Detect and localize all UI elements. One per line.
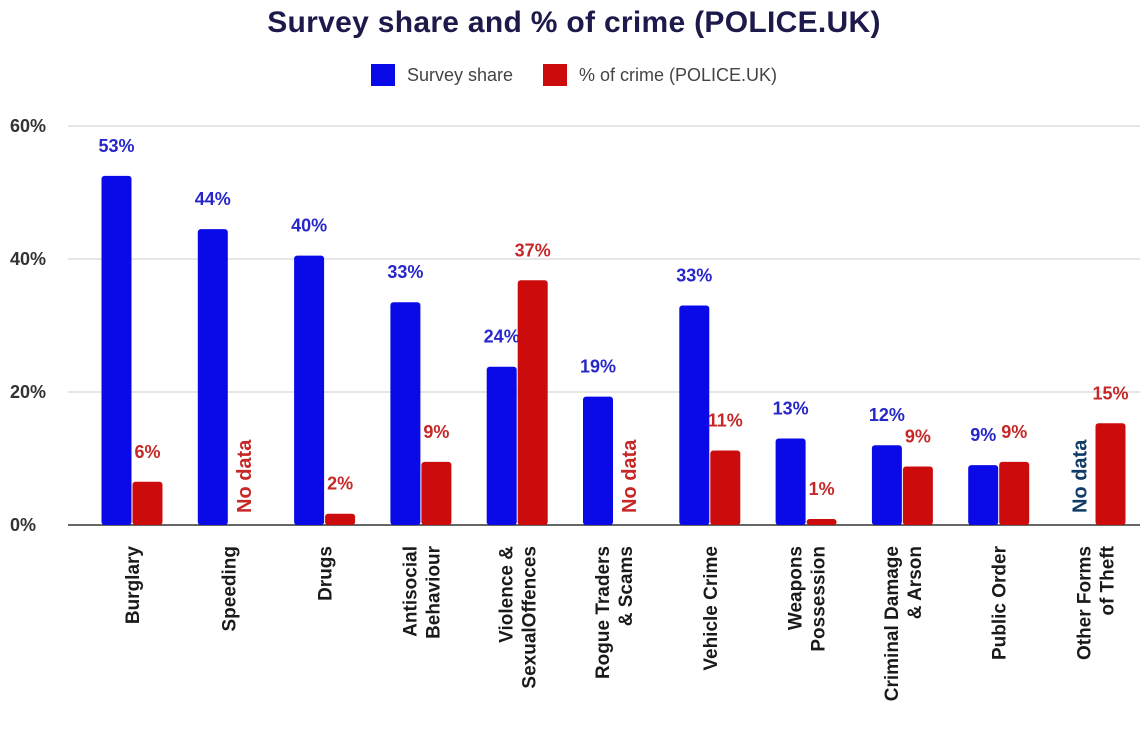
bar-survey-share bbox=[390, 302, 421, 525]
y-tick-label: 20% bbox=[10, 382, 46, 402]
data-label: 19% bbox=[580, 357, 616, 377]
x-tick-label: Rogue Traders bbox=[593, 546, 614, 679]
data-label: 40% bbox=[291, 216, 327, 236]
x-tick-label: & Arson bbox=[905, 546, 926, 619]
x-tick-label: Criminal Damage bbox=[882, 546, 903, 701]
data-label: 2% bbox=[327, 474, 353, 494]
x-tick-label: Public Order bbox=[990, 545, 1011, 660]
data-label: 44% bbox=[195, 189, 231, 209]
data-label: 15% bbox=[1092, 383, 1128, 403]
legend-item-police-crime[interactable]: % of crime (POLICE.UK) bbox=[543, 64, 777, 86]
data-label: 9% bbox=[1001, 422, 1027, 442]
no-data-label: No data bbox=[1070, 439, 1092, 513]
x-tick-label: SexualOffences bbox=[520, 546, 541, 689]
x-tick-label: Vehicle Crime bbox=[701, 546, 722, 671]
data-label: 11% bbox=[708, 411, 743, 431]
data-label: 13% bbox=[773, 399, 809, 419]
bar-survey-share bbox=[679, 305, 710, 525]
x-tick-label: Other Forms bbox=[1075, 546, 1096, 660]
x-tick-label: of Theft bbox=[1098, 545, 1119, 615]
x-tick-label: & Scams bbox=[616, 546, 637, 626]
data-label: 1% bbox=[809, 479, 835, 499]
no-data-label: No data bbox=[234, 439, 256, 513]
x-tick-label: Possession bbox=[809, 546, 830, 652]
data-label: 24% bbox=[484, 327, 520, 347]
x-tick-label: Speeding bbox=[219, 546, 240, 632]
data-label: 12% bbox=[869, 405, 905, 425]
bar-survey-share bbox=[775, 438, 806, 525]
bar-survey-share bbox=[486, 366, 517, 525]
y-tick-label: 0% bbox=[10, 515, 36, 535]
x-tick-label: Weapons bbox=[786, 546, 807, 630]
bar-police-crime bbox=[710, 450, 741, 525]
bar-police-crime bbox=[325, 513, 356, 525]
bar-survey-share bbox=[583, 396, 613, 525]
bar-police-crime bbox=[999, 461, 1030, 525]
legend: Survey share % of crime (POLICE.UK) bbox=[0, 64, 1148, 86]
data-label: 37% bbox=[515, 240, 551, 260]
data-label: 9% bbox=[905, 426, 931, 446]
bar-police-crime bbox=[132, 481, 163, 525]
bar-police-crime bbox=[1095, 423, 1126, 525]
no-data-label: No data bbox=[619, 439, 641, 513]
x-tick-label: Violence & bbox=[497, 546, 518, 643]
bar-police-crime bbox=[902, 466, 933, 525]
bar-police-crime bbox=[806, 519, 837, 525]
legend-label-police-crime: % of crime (POLICE.UK) bbox=[579, 64, 778, 85]
legend-item-survey-share[interactable]: Survey share bbox=[370, 64, 513, 86]
y-tick-label: 40% bbox=[10, 249, 46, 269]
bar-survey-share bbox=[968, 465, 999, 525]
bar-survey-share bbox=[197, 229, 228, 525]
data-label: 9% bbox=[970, 425, 996, 445]
chart-title: Survey share and % of crime (POLICE.UK) bbox=[267, 6, 881, 39]
legend-label-survey-share: Survey share bbox=[406, 64, 513, 85]
y-tick-label: 60% bbox=[10, 116, 46, 136]
data-label: 33% bbox=[676, 266, 712, 286]
data-label: 9% bbox=[423, 422, 449, 442]
data-label: 6% bbox=[134, 442, 160, 462]
x-tick-label: Behaviour bbox=[423, 545, 444, 639]
bar-survey-share bbox=[294, 255, 325, 526]
data-label: 33% bbox=[387, 262, 423, 282]
bar-police-crime bbox=[421, 461, 452, 525]
legend-swatch-survey-share bbox=[370, 64, 395, 86]
x-tick-label: Burglary bbox=[123, 546, 144, 625]
bar-police-crime bbox=[517, 280, 548, 525]
bar-survey-share bbox=[871, 445, 902, 525]
data-label: 53% bbox=[98, 136, 134, 156]
legend-swatch-police-crime bbox=[543, 64, 567, 86]
x-tick-label: Drugs bbox=[316, 546, 337, 601]
bar-survey-share bbox=[101, 175, 132, 525]
x-tick-label: Antisocial bbox=[400, 546, 421, 637]
